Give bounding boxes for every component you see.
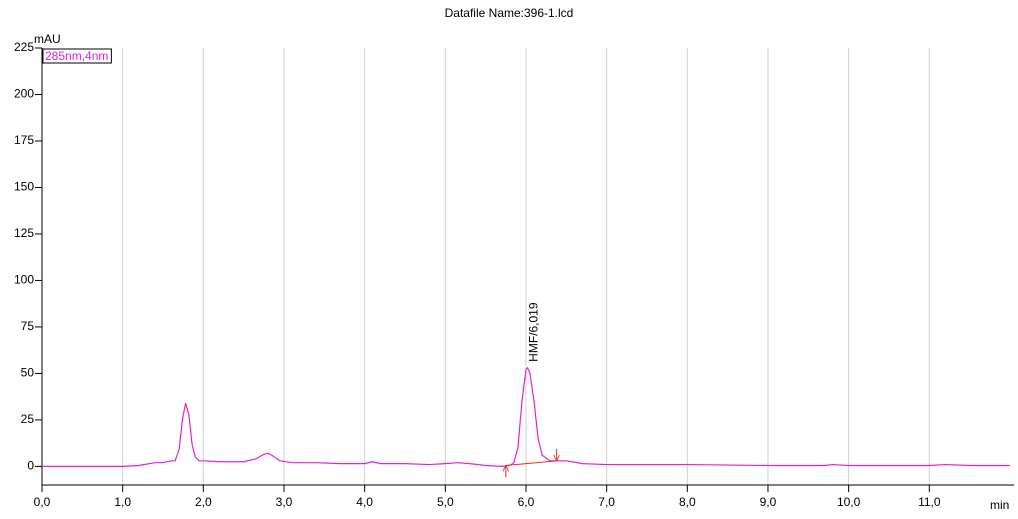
x-tick-label: 10,0 — [837, 495, 861, 509]
x-tick-label: 5,0 — [437, 495, 454, 509]
y-tick-label: 125 — [14, 226, 34, 240]
trace — [42, 366, 1010, 468]
x-tick-label: 4,0 — [356, 495, 373, 509]
legend-box — [42, 48, 112, 64]
x-tick-label: 8,0 — [679, 495, 696, 509]
x-axis-label: min — [990, 498, 1009, 512]
y-tick-label: 200 — [14, 87, 34, 101]
peak-annotation: HMF/6,019 — [527, 302, 541, 362]
x-tick-label: 9,0 — [760, 495, 777, 509]
y-axis-label: mAU — [34, 32, 61, 46]
y-tick-label: 50 — [21, 366, 35, 380]
y-tick-label: 150 — [14, 180, 34, 194]
chart-title: Datafile Name:396-1.lcd — [445, 6, 574, 20]
y-tick-label: 175 — [14, 133, 34, 147]
legend-label: 285nm,4nm — [45, 49, 108, 63]
y-tick-label: 225 — [14, 40, 34, 54]
x-tick-label: 11,0 — [918, 495, 941, 509]
y-tick-label: 25 — [21, 412, 35, 426]
integration-baseline — [505, 460, 557, 466]
x-tick-label: 3,0 — [276, 495, 293, 509]
x-tick-label: 1,0 — [114, 495, 131, 509]
y-tick-label: 0 — [27, 459, 34, 473]
y-tick-label: 75 — [21, 319, 35, 333]
y-tick-label: 100 — [14, 273, 34, 287]
x-tick-label: 0,0 — [34, 495, 51, 509]
x-tick-label: 6,0 — [518, 495, 535, 509]
x-tick-label: 2,0 — [195, 495, 212, 509]
x-tick-label: 7,0 — [598, 495, 615, 509]
